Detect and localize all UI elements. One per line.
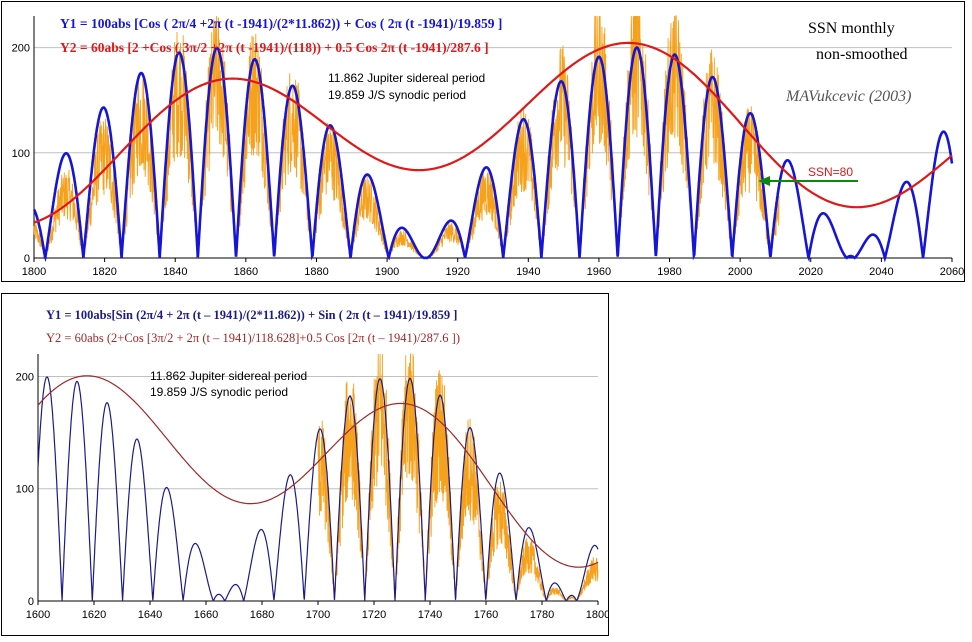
author-label: MAVukcevic (2003) [785,88,912,105]
x-tick-label: 1880 [304,266,328,278]
x-tick-label: 1600 [26,609,50,621]
ssn-marker-label: SSN=80 [808,165,853,179]
x-tick-label: 1800 [586,609,608,621]
x-tick-label: 1960 [587,266,611,278]
series-layer [32,15,954,263]
x-tick-label: 1920 [445,266,469,278]
tick-labels: 0 100 200 1600 1620 1640 1660 1680 1700 1720 1740 1… [16,371,608,621]
y-tick-label: 200 [12,43,30,55]
period-annotation-1: 11.862 Jupiter sidereal period [328,71,485,85]
x-tick-label: 1700 [306,609,330,621]
formula-y2: Y2 = 60abs [2 +Cos ( 3π/2 +2π (t -1941)/… [60,40,489,55]
ssn-marker-arrowhead [758,176,770,186]
period-annotation-2: 19.859 J/S synodic period [150,385,288,399]
label-non-smoothed: non-smoothed [816,46,908,63]
grid [37,354,599,605]
x-tick-label: 2040 [869,266,893,278]
x-tick-label: 1860 [234,266,258,278]
x-tick-label: 1840 [163,266,187,278]
y-tick-label: 0 [28,596,34,608]
x-tick-label: 1980 [657,266,681,278]
x-tick-label: 1660 [194,609,218,621]
series-y1-line [32,46,954,263]
x-tick-label: 1640 [138,609,162,621]
series-y2-line [37,375,599,568]
y-tick-label: 200 [16,371,34,383]
series-y2-line [33,41,953,224]
period-annotation-2: 19.859 J/S synodic period [328,88,466,102]
x-tick-label: 2060 [940,266,964,278]
x-tick-label: 1820 [92,266,116,278]
x-tick-label: 2000 [728,266,752,278]
formula-y2: Y2 = 60abs (2+Cos [3π/2 + 2π (t – 1941)/… [46,331,460,345]
formula-y1: Y1 = 100abs [Cos ( 2π/4 +2π (t -1941)/(2… [60,16,502,31]
x-tick-label: 1760 [474,609,498,621]
tick-labels: 0 100 200 1800 1820 1840 1860 1880 1900 1920 1940 1… [12,43,964,278]
x-tick-label: 1800 [22,266,46,278]
y-tick-label: 100 [16,484,34,496]
chart-panel-top: 0 100 200 1800 1820 1840 1860 1880 1900 1920 1940 1… [1,1,965,282]
x-tick-label: 1740 [418,609,442,621]
x-tick-label: 2020 [799,266,823,278]
formula-y1: Y1 = 100abs[Sin (2π/4 + 2π (t – 1941)/(2… [46,308,457,322]
x-tick-label: 1720 [362,609,386,621]
x-tick-label: 1620 [82,609,106,621]
x-tick-label: 1680 [250,609,274,621]
period-annotation-1: 11.862 Jupiter sidereal period [150,369,307,383]
chart-top-svg: 0 100 200 1800 1820 1840 1860 1880 1900 1920 1940 1… [12,15,964,278]
series-layer [37,353,599,602]
chart-bottom-svg: 0 100 200 1600 1620 1640 1660 1680 1700 1720 1740 1… [16,308,608,621]
y-tick-label: 0 [24,253,30,265]
x-tick-label: 1900 [375,266,399,278]
chart-panel-bottom: 0 100 200 1600 1620 1640 1660 1680 1700 1720 1740 1… [1,293,609,636]
y-tick-label: 100 [12,148,30,160]
series-y1-line [37,376,599,602]
x-tick-label: 1780 [530,609,554,621]
x-tick-label: 1940 [516,266,540,278]
label-ssn-monthly: SSN monthly [808,20,895,37]
